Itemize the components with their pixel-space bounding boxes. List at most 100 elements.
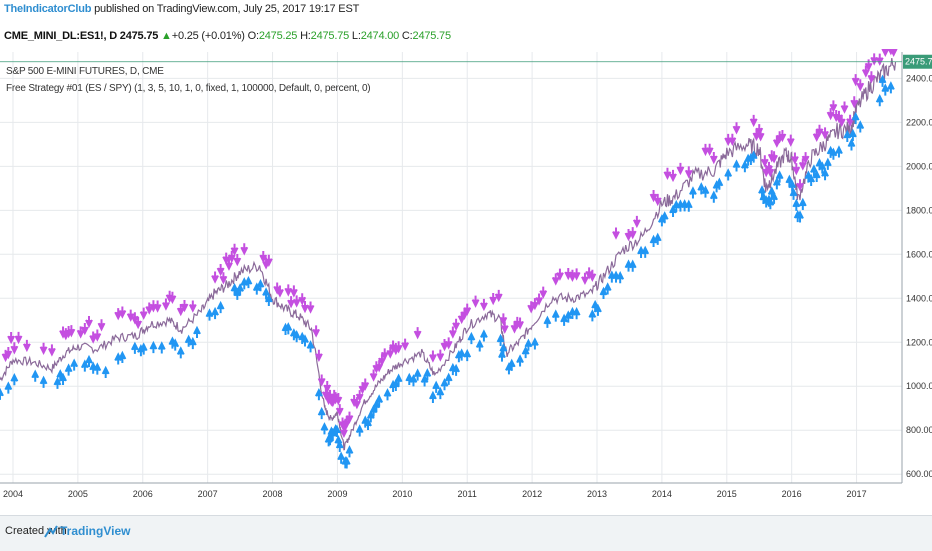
buy-arrow-icon [697,182,706,195]
sell-arrow-icon [588,269,597,283]
sell-arrow-icon [500,321,509,334]
sell-arrow-icon [770,151,778,164]
buy-arrow-icon [423,368,432,381]
created-with-text: Created with [5,525,67,537]
sell-arrow-icon [861,65,870,78]
buy-arrow-icon [444,372,453,385]
sell-arrow-icon [480,298,488,312]
sell-arrow-icon [93,329,102,342]
buy-arrow-icon [516,354,524,367]
buy-arrow-icon [878,74,887,87]
x-tick-label: 2005 [68,489,88,499]
sell-arrow-icon [786,134,795,147]
buy-arrow-icon [355,424,364,437]
sell-arrow-icon [162,298,170,311]
sell-arrow-icon [22,339,31,353]
y-tick-label: 600.00 [906,469,932,479]
buy-arrow-icon [320,422,329,435]
sell-arrow-icon [211,271,219,284]
buy-arrow-icon [588,309,597,322]
sell-arrow-icon [287,296,295,309]
sell-arrow-icon [334,392,343,406]
sell-arrow-icon [345,411,354,424]
buy-arrow-icon [394,373,403,386]
sell-arrow-icon [850,96,859,109]
sell-arrow-icon [840,101,849,114]
symbol-name: CME_MINI_DL:ES1!, D [4,30,117,42]
sell-arrow-icon [539,286,548,299]
sell-arrow-icon [429,350,437,363]
buy-arrow-icon [524,338,533,351]
buy-arrow-icon [53,376,62,389]
buy-arrow-icon [724,168,733,181]
change-up-icon: ▲ [161,30,172,42]
sell-arrow-icon [846,114,854,127]
buy-arrow-icon [821,168,829,181]
y-tick-label: 2000.00 [906,161,932,171]
buy-arrow-icon [244,275,253,289]
y-tick-label: 2200.00 [906,117,932,127]
buy-arrow-icon [264,293,273,306]
sell-arrow-icon [312,325,321,338]
buy-arrow-icon [496,333,505,346]
buy-arrow-icon [413,368,422,381]
sell-arrow-icon [632,215,641,229]
sell-arrow-icon [837,114,846,128]
footer-bar: Created with TradingView [0,515,932,551]
author-link[interactable]: TheIndicatorClub [4,3,92,15]
sell-arrow-icon [353,397,361,410]
buy-arrow-icon [188,336,197,350]
buy-arrow-icon [564,310,573,323]
buy-arrow-icon [335,439,344,453]
buy-arrow-icon [383,388,392,401]
buy-arrow-icon [660,211,669,224]
buy-arrow-icon [599,286,608,299]
buy-arrow-icon [337,451,346,464]
x-tick-label: 2013 [587,489,607,499]
sell-arrow-icon [531,298,539,311]
buy-arrow-icon [628,259,637,272]
x-tick-label: 2006 [133,489,153,499]
sell-arrow-icon [4,346,13,360]
published-text: published on TradingView.com, July 25, 2… [94,3,360,15]
buy-arrow-icon [480,329,488,342]
chart-area[interactable]: 600.00 800.00 1000.00 1200.00 1400.00 1600.00… [0,49,932,515]
sell-arrow-icon [669,169,677,183]
buy-arrow-icon [262,287,270,300]
buy-arrow-icon [823,157,832,170]
sell-arrow-icon [306,301,315,314]
tradingview-brand[interactable]: TradingView [60,524,131,538]
buy-arrow-icon [216,300,225,314]
buy-arrow-icon [315,387,323,401]
sell-arrow-icon [499,313,508,326]
sell-arrow-icon [463,303,472,316]
buy-arrow-icon [709,190,718,203]
sell-arrow-icon [889,49,898,58]
sell-arrow-icon [815,124,824,138]
sell-arrow-icon [792,163,801,176]
sell-arrow-icon [705,143,714,157]
sell-arrow-icon [97,319,106,332]
buy-arrow-icon [149,340,158,354]
price-chart[interactable]: 600.00 800.00 1000.00 1200.00 1400.00 1600.00… [0,49,932,515]
sell-arrow-icon [180,299,189,313]
buy-arrow-icon [130,341,139,354]
buy-arrow-icon [193,325,201,338]
buy-arrow-icon [171,338,180,351]
sell-arrow-icon [284,284,293,297]
sell-arrow-icon [126,309,135,322]
buy-arrow-icon [176,346,185,359]
buy-arrow-icon [429,390,437,403]
buy-arrow-icon [236,283,244,296]
buy-arrow-icon [306,340,315,353]
sell-arrow-icon [766,165,775,178]
buy-arrow-icon [886,81,895,94]
sell-arrow-icon [778,129,787,143]
buy-arrow-icon [812,169,821,183]
sell-arrow-icon [749,114,758,128]
sell-arrow-icon [361,378,370,391]
sell-arrow-icon [375,360,384,373]
sell-arrow-icon [134,316,143,330]
high-value: 2475.75 [310,30,350,42]
sell-arrow-icon [298,293,307,306]
